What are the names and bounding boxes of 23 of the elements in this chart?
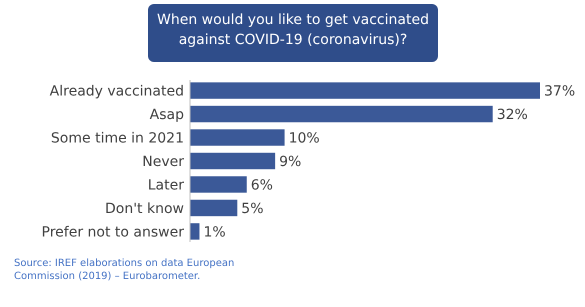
chart-title: When would you like to get vaccinated against COVID-19 (coronavirus)?	[157, 12, 429, 48]
data-label: 10%	[288, 130, 320, 146]
y-tick-label: Already vaccinated	[50, 83, 184, 100]
y-tick-label: Some time in 2021	[50, 130, 184, 146]
y-tick-label: Later	[148, 177, 184, 194]
data-label: 37%	[544, 83, 576, 100]
y-tick-label: Don't know	[104, 200, 184, 217]
bar	[190, 200, 238, 216]
bar	[190, 106, 493, 122]
data-label: 9%	[279, 154, 302, 170]
bar	[190, 152, 276, 170]
bar	[190, 129, 285, 146]
y-tick-label: Asap	[150, 106, 184, 123]
bar	[190, 176, 247, 193]
y-tick-label: Never	[142, 154, 184, 170]
data-label: 1%	[203, 224, 226, 240]
data-label: 5%	[241, 200, 264, 217]
bar	[190, 223, 200, 240]
source-note: Source: IREF elaborations on data European Commission (2019) – Eurobarometer.	[14, 258, 234, 282]
y-tick-label: Prefer not to answer	[42, 224, 184, 240]
data-label: 6%	[250, 177, 273, 194]
data-label: 32%	[496, 106, 528, 123]
bar	[190, 82, 540, 99]
